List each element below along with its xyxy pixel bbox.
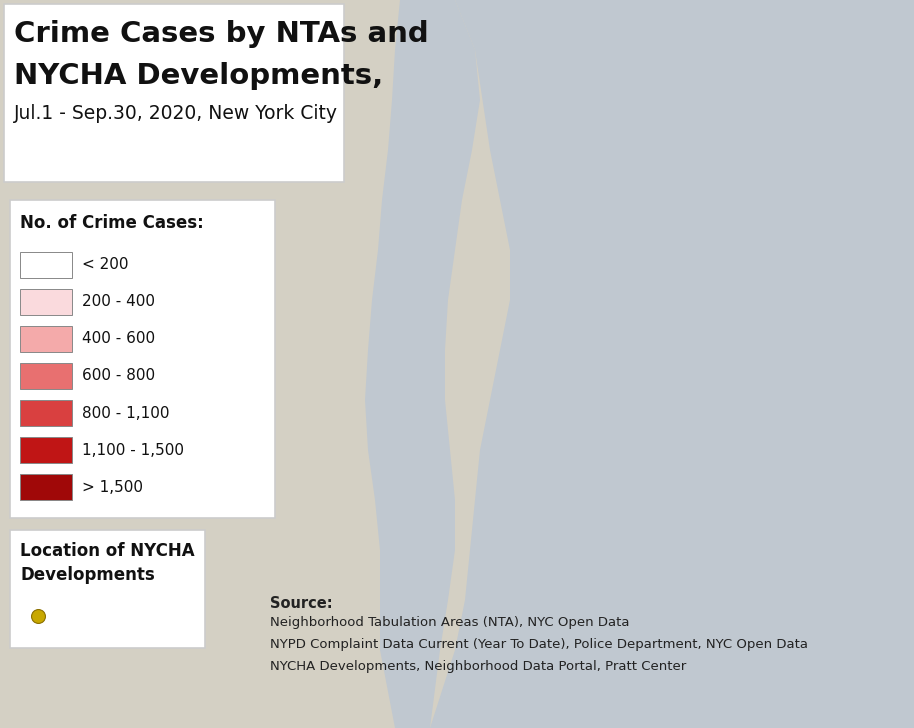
Text: Crime Cases by NTAs and: Crime Cases by NTAs and: [14, 20, 429, 48]
Text: Source:: Source:: [270, 596, 333, 611]
Text: Location of NYCHA: Location of NYCHA: [20, 542, 195, 560]
Bar: [10, 200, 275, 518]
Text: NYPD Complaint Data Current (Year To Date), Police Department, NYC Open Data: NYPD Complaint Data Current (Year To Dat…: [270, 638, 808, 651]
Text: Jul.1 - Sep.30, 2020, New York City: Jul.1 - Sep.30, 2020, New York City: [14, 104, 338, 123]
Bar: [20, 438, 72, 463]
Text: Developments: Developments: [20, 566, 154, 584]
Bar: [20, 289, 72, 314]
Text: Neighborhood Tabulation Areas (NTA), NYC Open Data: Neighborhood Tabulation Areas (NTA), NYC…: [270, 616, 630, 629]
Text: 600 - 800: 600 - 800: [82, 368, 155, 384]
Bar: [4, 4, 344, 182]
Text: NYCHA Developments,: NYCHA Developments,: [14, 62, 383, 90]
Bar: [20, 363, 72, 389]
Bar: [20, 252, 72, 277]
Bar: [20, 475, 72, 500]
Polygon shape: [365, 0, 480, 728]
Text: 800 - 1,100: 800 - 1,100: [82, 405, 169, 421]
Bar: [20, 326, 72, 352]
Bar: [20, 400, 72, 426]
Text: > 1,500: > 1,500: [82, 480, 143, 495]
Bar: [10, 530, 205, 648]
Text: 400 - 600: 400 - 600: [82, 331, 155, 347]
Text: 200 - 400: 200 - 400: [82, 294, 155, 309]
Text: NYCHA Developments, Neighborhood Data Portal, Pratt Center: NYCHA Developments, Neighborhood Data Po…: [270, 660, 686, 673]
Text: < 200: < 200: [82, 257, 129, 272]
Text: No. of Crime Cases:: No. of Crime Cases:: [20, 214, 204, 232]
Polygon shape: [400, 0, 914, 728]
Text: 1,100 - 1,500: 1,100 - 1,500: [82, 443, 184, 458]
